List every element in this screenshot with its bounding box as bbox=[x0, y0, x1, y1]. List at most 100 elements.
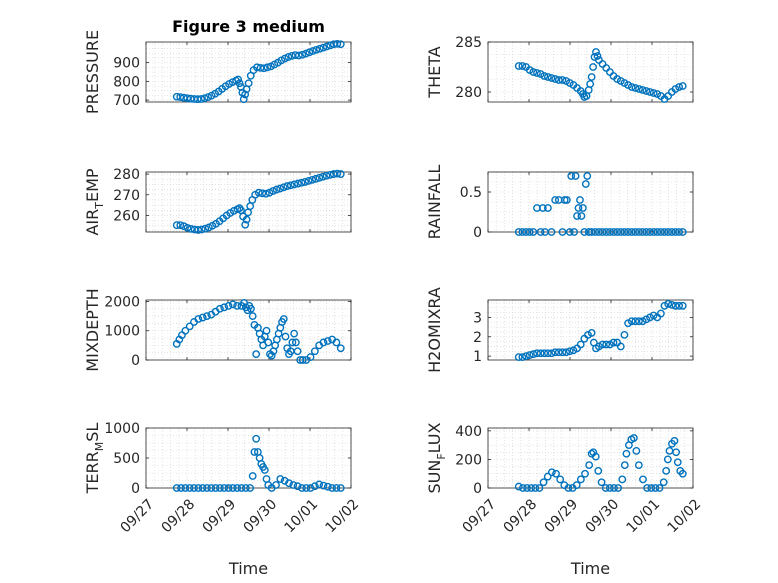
data-point bbox=[558, 348, 567, 357]
x-tick-label: 10/01 bbox=[281, 496, 321, 536]
x-tick-label: 09/29 bbox=[541, 496, 581, 536]
x-axis-label: Time bbox=[228, 559, 268, 578]
data-point bbox=[239, 95, 248, 104]
data-point bbox=[586, 80, 595, 88]
data-point bbox=[525, 351, 534, 360]
data-point bbox=[533, 69, 541, 77]
data-point bbox=[576, 475, 585, 484]
data-point bbox=[571, 172, 580, 180]
data-point bbox=[565, 228, 574, 236]
data-point bbox=[631, 84, 640, 92]
y-axis-label: MIXDEPTH bbox=[83, 288, 102, 371]
data-point bbox=[252, 350, 261, 359]
data-point bbox=[298, 484, 306, 492]
data-point bbox=[551, 196, 560, 204]
data-point bbox=[308, 47, 317, 55]
data-point bbox=[247, 304, 255, 313]
data-point bbox=[646, 228, 654, 236]
y-tick-label: 1000 bbox=[104, 324, 140, 340]
data-point bbox=[602, 340, 611, 349]
data-point bbox=[276, 475, 285, 483]
data-point bbox=[605, 228, 614, 236]
subplot-sun_flux: 0 200 400 SUNFLUX 09/27 09/28 09/29 09/30 10/01 1… bbox=[425, 422, 704, 578]
x-tick-label: 09/29 bbox=[199, 496, 239, 536]
data-point bbox=[547, 74, 556, 82]
data-point bbox=[312, 45, 321, 54]
data-point bbox=[224, 484, 233, 492]
data-point bbox=[647, 484, 656, 492]
y-tick-label: 200 bbox=[455, 452, 482, 468]
x-tick-label: 10/02 bbox=[664, 496, 704, 536]
data-point bbox=[211, 484, 220, 492]
data-point bbox=[581, 469, 589, 478]
data-point bbox=[601, 484, 610, 492]
data-point bbox=[181, 484, 190, 492]
data-point bbox=[529, 350, 538, 359]
data-point bbox=[190, 484, 198, 492]
data-point bbox=[246, 484, 255, 492]
data-point bbox=[631, 317, 640, 326]
data-point bbox=[635, 228, 643, 236]
data-point bbox=[643, 484, 652, 492]
data-point bbox=[172, 484, 181, 492]
data-point bbox=[315, 44, 324, 53]
data-point bbox=[547, 228, 556, 236]
y-tick-label: 280 bbox=[113, 167, 140, 183]
x-tick-label: 10/01 bbox=[623, 496, 663, 536]
data-point bbox=[551, 75, 560, 83]
data-point bbox=[632, 446, 641, 455]
data-point bbox=[598, 228, 607, 236]
data-point bbox=[302, 484, 311, 492]
data-point bbox=[220, 484, 229, 492]
data-point bbox=[627, 228, 636, 236]
data-point bbox=[241, 90, 250, 99]
data-point bbox=[194, 315, 203, 323]
data-point bbox=[552, 469, 560, 478]
data-point bbox=[293, 347, 302, 356]
y-tick-label: 1 bbox=[473, 349, 482, 365]
data-point bbox=[635, 85, 643, 93]
data-point bbox=[514, 482, 523, 491]
subplot-h2omixra: 1 2 3 H2OMIXRA bbox=[425, 287, 694, 373]
data-point bbox=[220, 303, 229, 312]
data-point bbox=[310, 347, 319, 356]
data-point bbox=[288, 338, 297, 347]
data-point bbox=[642, 87, 651, 95]
data-point bbox=[216, 304, 224, 313]
data-point bbox=[655, 484, 664, 492]
data-point bbox=[518, 228, 527, 236]
data-point bbox=[589, 63, 597, 71]
data-point bbox=[264, 338, 273, 347]
chart-title: Figure 3 medium bbox=[172, 17, 325, 36]
data-point bbox=[620, 461, 629, 470]
data-point bbox=[224, 301, 233, 310]
data-point bbox=[308, 175, 317, 184]
y-tick-label: 3 bbox=[473, 310, 482, 326]
data-point bbox=[326, 41, 335, 50]
data-point bbox=[540, 72, 549, 80]
data-point bbox=[216, 484, 224, 492]
data-point bbox=[323, 337, 332, 345]
data-point bbox=[198, 484, 207, 492]
data-point bbox=[593, 52, 602, 60]
axes-frame bbox=[487, 41, 694, 103]
x-tick-label: 09/27 bbox=[117, 496, 157, 536]
data-point bbox=[591, 452, 600, 461]
data-point bbox=[605, 484, 614, 492]
data-point bbox=[620, 228, 629, 236]
data-point bbox=[305, 48, 314, 57]
data-point bbox=[518, 353, 527, 361]
data-point bbox=[531, 484, 540, 492]
data-point bbox=[660, 228, 669, 236]
data-point bbox=[592, 48, 600, 56]
y-axis-label: THETA bbox=[425, 46, 444, 98]
data-point bbox=[536, 228, 545, 236]
data-point bbox=[336, 484, 345, 492]
data-point bbox=[197, 225, 206, 234]
data-point bbox=[576, 340, 585, 349]
data-point bbox=[587, 228, 596, 236]
data-point bbox=[200, 94, 209, 103]
data-point bbox=[233, 301, 242, 310]
y-tick-label: 280 bbox=[455, 85, 482, 101]
